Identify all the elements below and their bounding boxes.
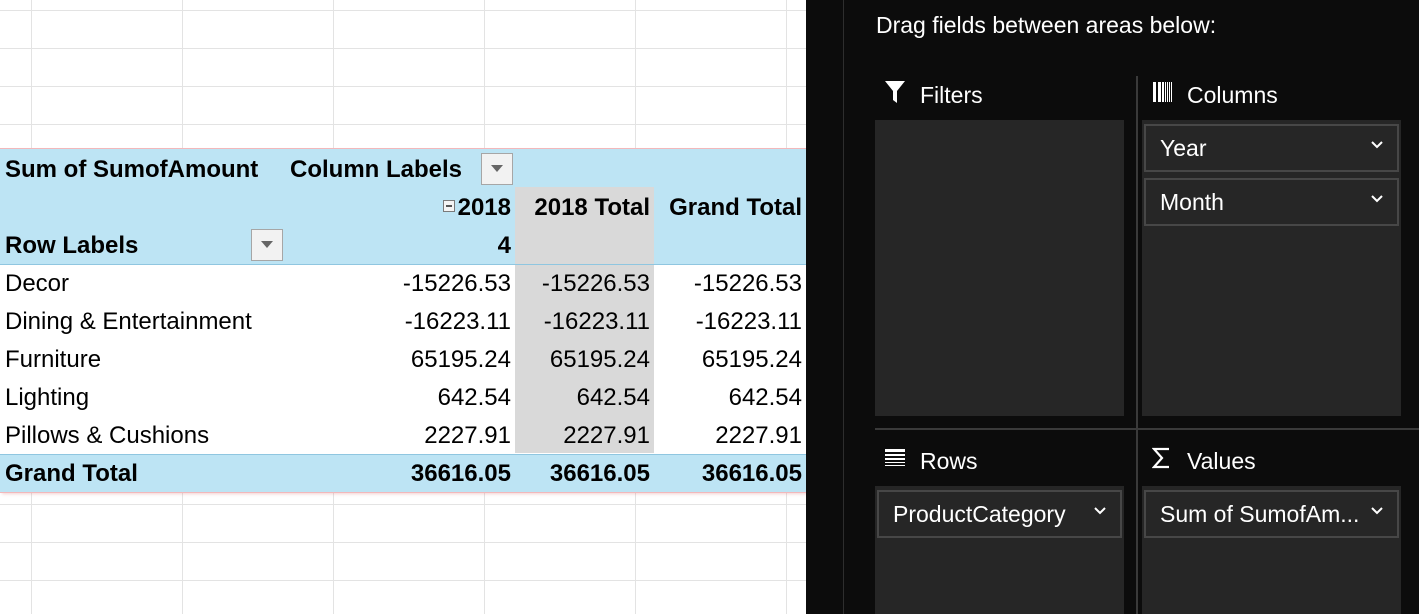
year-label: 2018 bbox=[457, 194, 511, 221]
column-field-year[interactable]: Year bbox=[1144, 124, 1399, 172]
gridline bbox=[0, 542, 806, 543]
grand-total-label[interactable]: Grand Total bbox=[5, 460, 138, 487]
collapse-icon[interactable] bbox=[442, 199, 455, 212]
value-cell[interactable]: 2227.91 bbox=[563, 422, 650, 449]
columns-icon bbox=[1153, 82, 1172, 102]
value-cell[interactable]: -16223.11 bbox=[404, 308, 511, 335]
row-labels-header[interactable]: Row Labels bbox=[5, 232, 139, 259]
field-label: Month bbox=[1160, 189, 1224, 215]
gridline bbox=[0, 10, 806, 11]
row-label[interactable]: Decor bbox=[5, 270, 70, 297]
grand-total-band bbox=[0, 454, 806, 492]
pivot-field-pane: Drag fields between areas below: Filters… bbox=[806, 0, 1419, 614]
chevron-down-icon[interactable] bbox=[1371, 195, 1383, 203]
area-separator-horizontal bbox=[875, 428, 1419, 430]
spreadsheet-grid[interactable]: Sum of SumofAmount Column Labels 2018 20… bbox=[0, 0, 806, 614]
dropdown-arrow-icon bbox=[491, 165, 503, 172]
value-cell[interactable]: -15226.53 bbox=[402, 270, 511, 297]
column-filter-dropdown[interactable] bbox=[481, 153, 513, 185]
value-cell[interactable]: 65195.24 bbox=[549, 346, 650, 373]
row-label[interactable]: Dining & Entertainment bbox=[5, 308, 252, 335]
filters-label: Filters bbox=[920, 82, 983, 108]
row-filter-dropdown[interactable] bbox=[251, 229, 283, 261]
pivot-header-band bbox=[0, 149, 806, 264]
value-cell[interactable]: -16223.11 bbox=[695, 308, 802, 335]
pivot-table[interactable]: Sum of SumofAmount Column Labels 2018 20… bbox=[0, 149, 806, 492]
grand-total-value[interactable]: 36616.05 bbox=[701, 460, 802, 487]
column-labels-header[interactable]: Column Labels bbox=[290, 156, 463, 183]
filters-area[interactable] bbox=[875, 120, 1124, 416]
gridline bbox=[0, 48, 806, 49]
year-total-column bbox=[515, 187, 654, 453]
row-label[interactable]: Furniture bbox=[5, 346, 102, 373]
gridline bbox=[0, 86, 806, 87]
value-cell[interactable]: 642.54 bbox=[728, 384, 802, 411]
columns-label: Columns bbox=[1187, 82, 1278, 108]
field-label: Year bbox=[1160, 135, 1207, 161]
values-label: Values bbox=[1187, 448, 1256, 474]
value-field-sum-of-sumofamount[interactable]: Sum of SumofAm... bbox=[1144, 490, 1399, 538]
area-separator-vertical bbox=[1136, 76, 1138, 614]
field-label: Sum of SumofAm... bbox=[1160, 501, 1360, 527]
value-cell[interactable]: 642.54 bbox=[576, 384, 650, 411]
row-label[interactable]: Pillows & Cushions bbox=[5, 422, 210, 449]
grand-total-header[interactable]: Grand Total bbox=[669, 194, 802, 221]
value-cell[interactable]: 642.54 bbox=[437, 384, 511, 411]
rows-label: Rows bbox=[920, 448, 978, 474]
pane-edge bbox=[843, 0, 844, 614]
value-cell[interactable]: 65195.24 bbox=[701, 346, 802, 373]
pane-instruction: Drag fields between areas below: bbox=[876, 12, 1217, 38]
value-cell[interactable]: -16223.11 bbox=[543, 308, 650, 335]
year-header[interactable]: 2018 bbox=[400, 189, 515, 227]
gridline bbox=[0, 124, 806, 125]
chevron-down-icon[interactable] bbox=[1371, 507, 1383, 515]
total-divider bbox=[0, 454, 806, 455]
row-field-productcategory[interactable]: ProductCategory bbox=[877, 490, 1122, 538]
value-cell[interactable]: 65195.24 bbox=[410, 346, 511, 373]
year-total-header[interactable]: 2018 Total bbox=[534, 194, 650, 221]
pivot-value-header[interactable]: Sum of SumofAmount bbox=[5, 156, 259, 183]
value-cell[interactable]: 2227.91 bbox=[715, 422, 802, 449]
gridline bbox=[0, 504, 806, 505]
field-label: ProductCategory bbox=[893, 501, 1066, 527]
month-header[interactable]: 4 bbox=[497, 232, 511, 259]
grand-total-value[interactable]: 36616.05 bbox=[549, 460, 650, 487]
row-label[interactable]: Lighting bbox=[5, 384, 90, 411]
filter-icon bbox=[885, 81, 905, 103]
sigma-icon bbox=[1152, 447, 1169, 469]
column-field-month[interactable]: Month bbox=[1144, 178, 1399, 226]
value-cell[interactable]: 2227.91 bbox=[424, 422, 511, 449]
grand-total-value[interactable]: 36616.05 bbox=[410, 460, 511, 487]
chevron-down-icon[interactable] bbox=[1094, 507, 1106, 515]
header-divider bbox=[0, 264, 806, 265]
value-cell[interactable]: -15226.53 bbox=[541, 270, 650, 297]
chevron-down-icon[interactable] bbox=[1371, 141, 1383, 149]
rows-icon bbox=[885, 449, 905, 466]
dropdown-arrow-icon bbox=[261, 241, 273, 248]
gridline bbox=[0, 580, 806, 581]
value-cell[interactable]: -15226.53 bbox=[693, 270, 802, 297]
